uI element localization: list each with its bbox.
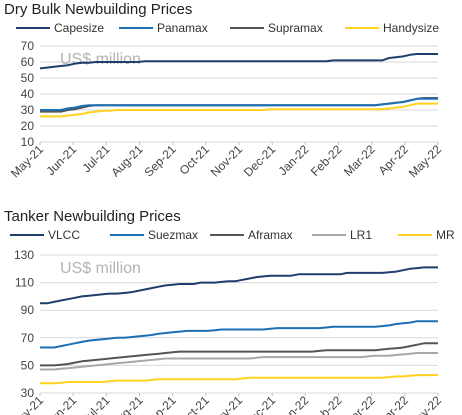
y-tick-label: 60 [21,55,35,69]
x-tick-label: Nov-21 [208,393,245,415]
y-tick-label: 110 [15,276,34,290]
series-line-aframax [40,342,438,367]
legend-label: Capesize [54,21,105,35]
legend-swatch [312,234,346,236]
y-tick-label: 130 [14,248,34,262]
y-axis-label: US$ million [60,260,141,277]
x-tick-label: Aug-21 [108,142,145,179]
x-tick-label: Jan-22 [276,393,312,415]
legend-item: Handysize [345,20,439,36]
y-tick-label: 70 [21,39,35,53]
x-tick-label: Feb-22 [308,393,345,415]
chart-legend: VLCC Suezmax Aframax LR1 MR [0,227,462,243]
legend-item: LR1 [312,227,372,243]
x-tick-label: Nov-21 [208,142,245,179]
legend-label: Supramax [268,21,323,35]
legend-label: Aframax [248,228,293,242]
legend-item: MR [398,227,455,243]
y-tick-label: 90 [21,303,35,317]
legend-item: VLCC [10,227,80,243]
x-tick-label: Aug-21 [108,393,145,415]
x-tick-label: Jul-21 [79,393,112,415]
y-tick-label: 50 [21,358,35,372]
x-tick-label: Oct-21 [177,393,213,415]
tanker-chart-panel: Tanker Newbuilding Prices VLCC Suezmax Afr… [0,207,462,415]
legend-label: VLCC [48,228,81,242]
y-tick-label: 70 [21,331,35,345]
x-tick-label: Jun-21 [43,393,79,415]
chart-title: Dry Bulk Newbuilding Prices [4,1,193,18]
legend-item: Aframax [210,227,293,243]
legend-label: LR1 [350,228,373,242]
y-tick-label: 50 [21,71,35,85]
x-tick-label: Feb-22 [308,142,345,179]
series-line-vlcc [40,266,438,305]
x-tick-label: Jan-22 [276,142,312,178]
y-tick-label: 40 [21,87,35,101]
y-tick-label: 20 [21,119,35,133]
series-line-lr1 [40,352,438,371]
legend-item: Capesize [16,20,104,36]
legend-item: Supramax [230,20,323,36]
y-tick-label: 10 [21,135,35,149]
legend-label: Handysize [383,21,440,35]
legend-swatch [345,27,379,29]
x-tick-label: Mar-22 [341,142,378,179]
x-tick-label: Apr-22 [376,393,412,415]
y-tick-label: 30 [21,386,35,400]
y-tick-label: 30 [21,103,35,117]
y-axis-label: US$ million [60,51,141,68]
series-line-handysize [40,102,438,118]
legend-item: Panamax [119,20,208,36]
chart-title: Tanker Newbuilding Prices [4,208,181,225]
legend-label: Suezmax [148,228,199,242]
x-tick-label: May-22 [406,142,444,180]
legend-swatch [210,234,244,236]
series-line-suezmax [40,320,438,349]
legend-swatch [398,234,432,236]
x-tick-label: Sep-21 [142,393,179,415]
x-tick-label: Apr-22 [376,142,412,178]
x-tick-label: Dec-21 [241,142,278,179]
x-tick-label: Dec-21 [241,393,278,415]
x-tick-label: Oct-21 [177,142,213,178]
x-tick-label: Jun-21 [43,142,79,178]
legend-label: MR [436,228,455,242]
x-tick-label: Sep-21 [142,142,179,179]
legend-swatch [230,27,264,29]
legend-label: Panamax [157,21,208,35]
legend-swatch [16,27,50,29]
series-line-capesize [39,53,438,70]
legend-swatch [119,27,153,29]
series-line-mr [40,374,438,385]
chart-legend: Capesize Panamax Supramax Handysize [0,20,462,36]
series-line-panamax [40,97,438,111]
x-tick-label: May-22 [406,393,444,415]
dry-bulk-chart-panel: Dry Bulk Newbuilding Prices Capesize Pana… [0,0,462,207]
legend-swatch [110,234,144,236]
legend-item: Suezmax [110,227,198,243]
legend-swatch [10,234,44,236]
x-tick-label: Mar-22 [341,393,378,415]
